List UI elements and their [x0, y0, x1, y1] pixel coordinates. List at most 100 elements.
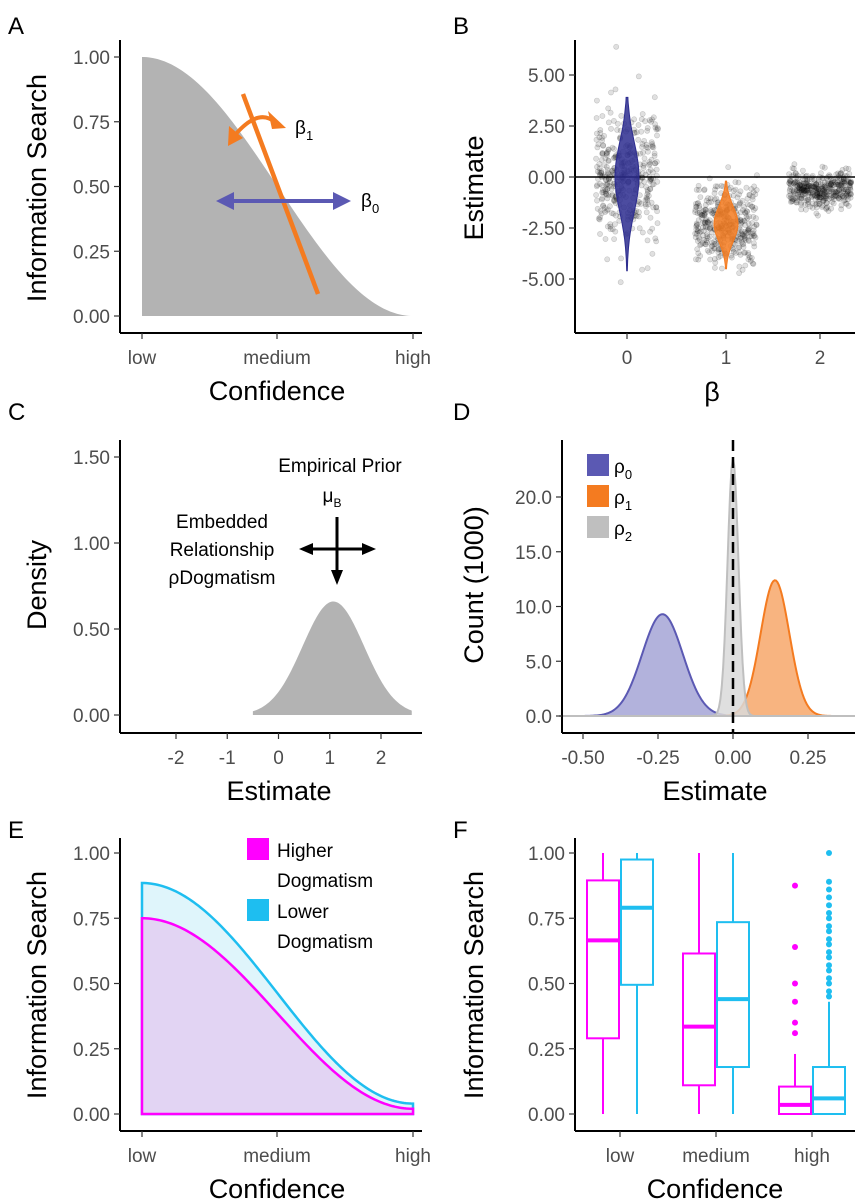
b-point [796, 189, 802, 195]
b-point [796, 185, 802, 192]
b-point [594, 97, 600, 104]
b-point [751, 232, 758, 239]
b-point [847, 191, 854, 198]
b-point [788, 195, 795, 202]
b-point [694, 246, 701, 253]
e-x-axis: low medium high [120, 1130, 431, 1167]
b-point [841, 180, 848, 186]
d-y-tick-label: 0.0 [526, 707, 552, 728]
d-legend-key-rho2 [587, 516, 609, 538]
b-y-title: Estimate [459, 135, 489, 240]
b-point [826, 195, 833, 202]
b-point [605, 119, 612, 126]
b-point [636, 209, 642, 216]
b-point [643, 209, 650, 216]
b-point [607, 109, 614, 116]
b-point [745, 226, 752, 233]
b-point [702, 241, 709, 247]
b-point [828, 179, 835, 186]
b-point [604, 149, 611, 155]
b-point [792, 191, 798, 197]
b-point [836, 182, 842, 189]
b-point [814, 190, 821, 197]
f-x-tick-label: high [794, 1146, 830, 1167]
b-point [693, 230, 700, 237]
b-point [791, 180, 797, 186]
b-point [709, 229, 715, 236]
b-point [649, 181, 656, 188]
b-point [701, 212, 708, 219]
b-point [848, 179, 854, 186]
b-point [638, 200, 644, 207]
b-point [646, 159, 653, 165]
b-point [711, 245, 718, 252]
f-outlier [826, 923, 832, 930]
b-point [642, 118, 648, 125]
b-point [647, 161, 653, 167]
b-point [610, 210, 617, 217]
a-beta1-sub: 1 [306, 128, 313, 143]
b-point [801, 190, 808, 197]
b-point [749, 196, 756, 203]
b-point [729, 254, 735, 261]
d-x-title: Estimate [662, 776, 767, 806]
b-point [790, 189, 797, 195]
f-outlier [826, 894, 832, 901]
b-point [594, 144, 601, 151]
c-cross-arrow-right [362, 543, 376, 555]
b-point [598, 168, 605, 174]
b-point [796, 189, 803, 195]
b-point [608, 186, 615, 193]
b-point [824, 200, 830, 206]
b-point [711, 238, 718, 245]
b-point [608, 89, 614, 96]
b-point [788, 198, 794, 205]
b-point [831, 190, 838, 197]
b-point [745, 237, 752, 244]
b-point [700, 240, 706, 246]
b-point [838, 187, 845, 193]
b-point [699, 212, 706, 219]
b-point [828, 205, 835, 212]
b-point [823, 200, 830, 206]
e-legend-higher-line1: Higher [277, 841, 334, 862]
b-point [597, 181, 603, 187]
b-point [797, 182, 803, 188]
a-slope-line [240, 93, 321, 295]
b-point [596, 216, 603, 223]
b-point [742, 209, 748, 216]
b-point [750, 188, 757, 195]
e-legend-lower-line1: Lower [277, 902, 329, 923]
b-point [707, 195, 714, 202]
b-point [737, 188, 744, 195]
d-legend-rho0-symbol: ρ [614, 457, 625, 478]
b-point [829, 186, 835, 193]
b-point [740, 231, 746, 238]
a-intercept-arrow-head-right [333, 192, 351, 210]
b-point [801, 187, 808, 194]
b-point [608, 210, 615, 216]
b-point [828, 185, 834, 192]
b-point [743, 184, 750, 191]
b-point [826, 192, 833, 199]
b-point [803, 197, 810, 204]
b-point [835, 187, 842, 194]
b-point [828, 195, 835, 201]
d-y-tick-label: 5.0 [526, 652, 552, 673]
b-point [796, 181, 803, 188]
panel-c: C Empirical Prior μB Embedded Relationsh… [8, 399, 422, 806]
b-point [820, 198, 827, 204]
b-point [608, 125, 614, 132]
b-point [600, 202, 606, 209]
b-point [705, 195, 711, 202]
b-point [593, 155, 599, 162]
b-point [813, 184, 820, 191]
b-point [611, 236, 617, 242]
b-point [805, 183, 812, 189]
d-legend-rho1: ρ1 [614, 488, 632, 513]
b-point [635, 73, 642, 80]
b-point [806, 187, 813, 193]
b-point [693, 226, 700, 233]
c-y-axis: 0.00 0.50 1.00 1.50 [73, 440, 121, 733]
b-point [730, 246, 737, 253]
